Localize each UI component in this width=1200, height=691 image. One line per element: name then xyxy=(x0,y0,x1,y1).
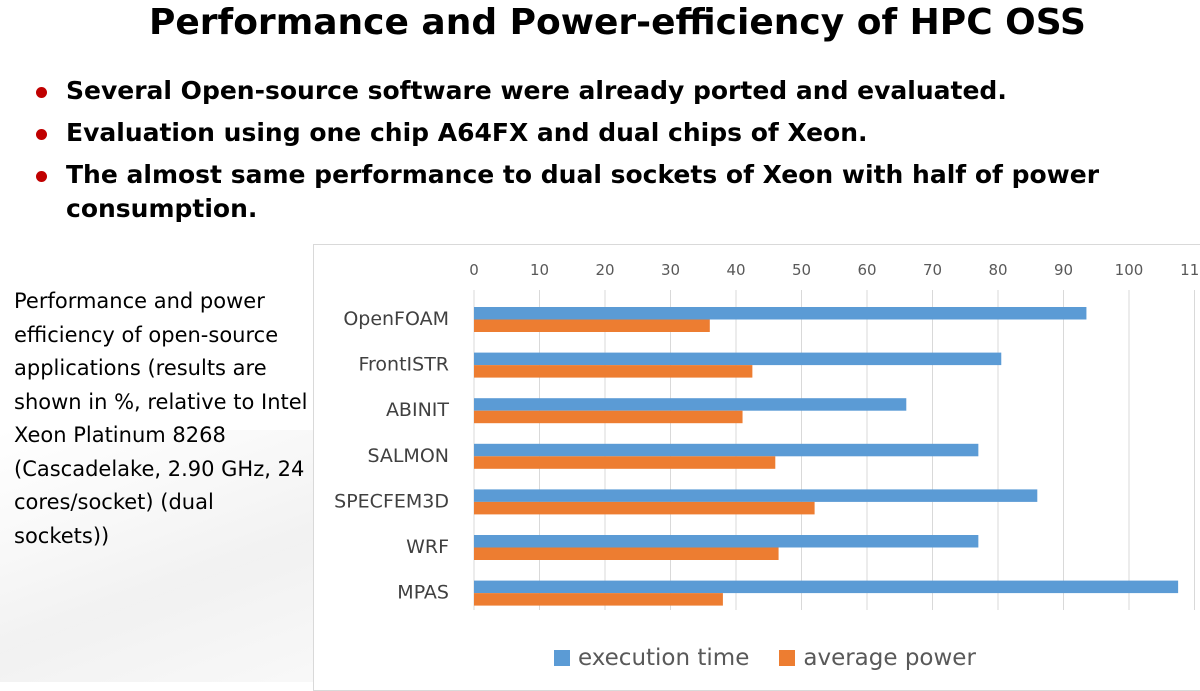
bar-average-power xyxy=(474,547,779,560)
bar-average-power xyxy=(474,365,753,378)
bullet-text: The almost same performance to dual sock… xyxy=(66,160,1100,223)
x-tick-label: 20 xyxy=(595,261,614,279)
bar-average-power xyxy=(474,593,723,606)
y-category-label: MPAS xyxy=(397,582,449,604)
legend-label: average power xyxy=(803,645,976,671)
chart-legend: execution time average power xyxy=(554,645,1006,671)
bullet-item: Several Open-source software were alread… xyxy=(36,74,1176,108)
bullet-dot-icon xyxy=(36,171,47,182)
bar-average-power xyxy=(474,410,743,424)
y-category-label: SALMON xyxy=(367,445,449,467)
bullet-list: Several Open-source software were alread… xyxy=(36,74,1176,234)
x-tick-label: 30 xyxy=(661,261,680,279)
bar-average-power xyxy=(474,456,776,469)
x-tick-label: 50 xyxy=(792,261,811,279)
bullet-item: The almost same performance to dual sock… xyxy=(36,158,1176,226)
bar-execution-time xyxy=(474,580,1179,594)
chart-area: 0 10 20 30 40 50 60 70 80 90 100 110 OpenFOAM FrontIS… xyxy=(313,244,1200,691)
x-tick-label: 10 xyxy=(530,261,549,279)
y-category-label: FrontISTR xyxy=(358,354,449,376)
legend-swatch-execution-time xyxy=(554,650,570,666)
bar-chart: 0 10 20 30 40 50 60 70 80 90 100 110 OpenFOAM FrontIS… xyxy=(334,261,1200,610)
bullet-dot-icon xyxy=(36,87,47,98)
x-tick-label: 90 xyxy=(1054,261,1073,279)
bullet-text: Several Open-source software were alread… xyxy=(66,76,1007,105)
slide-title: Performance and Power-efficiency of HPC … xyxy=(148,2,1086,43)
legend-item-average-power: average power xyxy=(779,645,976,671)
legend-item-execution-time: execution time xyxy=(554,645,749,671)
bar-execution-time xyxy=(474,398,907,411)
x-tick-label: 110 xyxy=(1180,261,1200,279)
x-tick-label: 40 xyxy=(726,261,745,279)
y-category-label: SPECFEM3D xyxy=(334,490,449,512)
bar-average-power xyxy=(474,319,710,332)
y-category-label: OpenFOAM xyxy=(343,308,449,330)
y-category-label: ABINIT xyxy=(386,399,449,421)
bar-execution-time xyxy=(474,535,979,548)
bar-execution-time xyxy=(474,443,979,457)
legend-label: execution time xyxy=(578,645,750,671)
x-tick-label: 100 xyxy=(1115,261,1144,279)
x-tick-label: 70 xyxy=(923,261,942,279)
bullet-item: Evaluation using one chip A64FX and dual… xyxy=(36,116,1176,150)
chart-caption: Performance and power efficiency of open… xyxy=(14,289,308,548)
bar-execution-time xyxy=(474,352,1002,366)
x-tick-label: 80 xyxy=(988,261,1007,279)
background-decoration xyxy=(0,430,330,682)
bar-execution-time xyxy=(474,307,1087,320)
x-tick-label: 60 xyxy=(857,261,876,279)
bullet-text: Evaluation using one chip A64FX and dual… xyxy=(66,118,868,147)
bullet-dot-icon xyxy=(36,129,47,140)
x-tick-label: 0 xyxy=(469,261,479,279)
bar-average-power xyxy=(474,501,815,515)
y-category-label: WRF xyxy=(406,536,449,558)
legend-swatch-average-power xyxy=(779,650,796,666)
bar-execution-time xyxy=(474,489,1038,502)
